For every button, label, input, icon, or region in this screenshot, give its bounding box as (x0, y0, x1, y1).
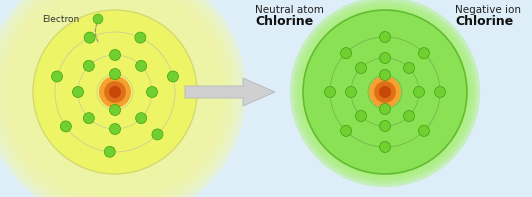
Text: Chlorine: Chlorine (255, 15, 313, 28)
Circle shape (379, 103, 390, 114)
Circle shape (99, 76, 131, 108)
Circle shape (10, 0, 220, 197)
Circle shape (379, 86, 391, 98)
Circle shape (379, 141, 390, 152)
Circle shape (52, 71, 63, 82)
Circle shape (345, 86, 356, 98)
Text: Negative ion: Negative ion (455, 5, 521, 15)
Circle shape (404, 62, 414, 73)
Circle shape (0, 0, 236, 197)
Circle shape (325, 86, 336, 98)
Circle shape (84, 32, 95, 43)
Circle shape (33, 10, 197, 174)
Circle shape (0, 0, 230, 197)
Circle shape (93, 14, 103, 24)
Circle shape (136, 60, 147, 71)
Circle shape (104, 81, 126, 103)
Text: Electron: Electron (42, 15, 79, 23)
Circle shape (340, 48, 352, 59)
Circle shape (374, 81, 396, 103)
Circle shape (303, 10, 467, 174)
Circle shape (413, 86, 425, 98)
Circle shape (404, 111, 414, 122)
Circle shape (300, 7, 470, 177)
Circle shape (104, 146, 115, 157)
Circle shape (168, 71, 178, 82)
Circle shape (293, 0, 477, 184)
Circle shape (435, 86, 445, 98)
Circle shape (0, 0, 241, 197)
Circle shape (136, 113, 147, 124)
Circle shape (418, 125, 429, 136)
Circle shape (110, 104, 121, 115)
Circle shape (110, 49, 121, 60)
Circle shape (84, 113, 94, 124)
Circle shape (355, 111, 367, 122)
Circle shape (152, 129, 163, 140)
Circle shape (110, 69, 121, 80)
Polygon shape (185, 78, 275, 106)
Circle shape (379, 70, 390, 81)
Circle shape (146, 86, 157, 98)
Text: Neutral atom: Neutral atom (255, 5, 324, 15)
Circle shape (135, 32, 146, 43)
Circle shape (303, 10, 467, 174)
Circle shape (369, 76, 401, 108)
Circle shape (418, 48, 429, 59)
Circle shape (5, 0, 225, 197)
Circle shape (340, 125, 352, 136)
Text: Chlorine: Chlorine (455, 15, 513, 28)
Circle shape (110, 124, 121, 135)
Circle shape (290, 0, 480, 187)
Circle shape (0, 0, 246, 197)
Circle shape (379, 32, 390, 43)
Circle shape (84, 60, 94, 71)
Circle shape (296, 3, 473, 181)
Circle shape (355, 62, 367, 73)
Circle shape (379, 121, 390, 132)
Circle shape (379, 52, 390, 63)
Circle shape (60, 121, 71, 132)
Circle shape (72, 86, 84, 98)
Circle shape (109, 86, 121, 98)
